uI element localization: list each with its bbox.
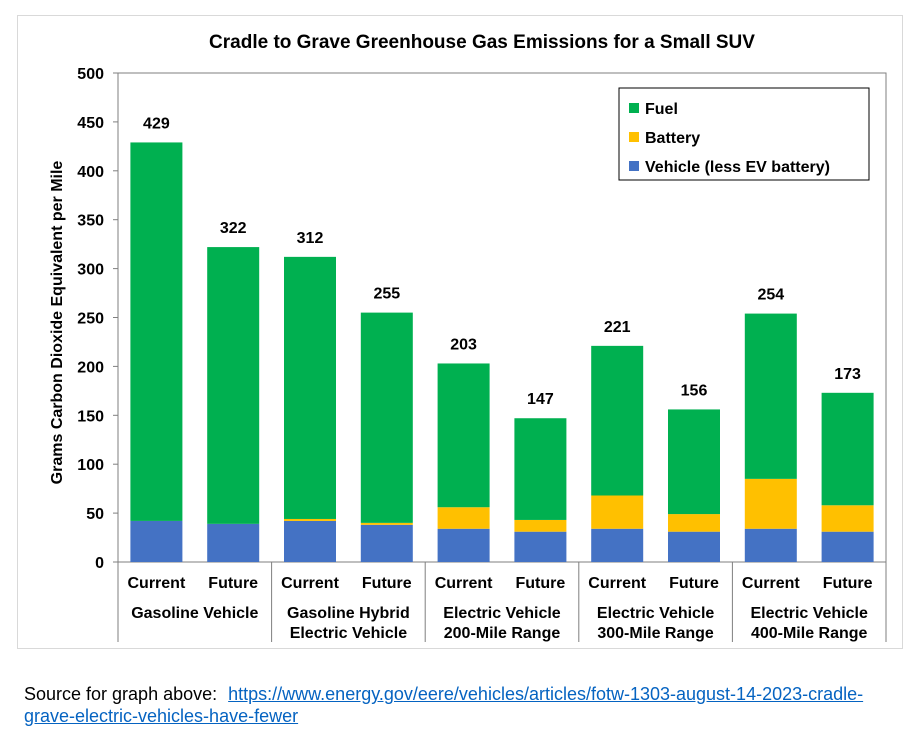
- bar-segment-vehicle-less-ev-battery: [821, 531, 874, 562]
- y-tick-label: 450: [77, 115, 104, 132]
- bar-segment-vehicle-less-ev-battery: [591, 528, 644, 562]
- data-label-total: 147: [527, 391, 554, 408]
- x-tick-label: Current: [128, 575, 186, 592]
- chart-svg: Cradle to Grave Greenhouse Gas Emissions…: [49, 32, 887, 642]
- legend-label: Fuel: [645, 101, 678, 118]
- bar-segment-battery: [821, 505, 874, 532]
- data-label-total: 173: [834, 366, 861, 383]
- group-label: 300-Mile Range: [597, 625, 714, 642]
- y-tick-label: 100: [77, 457, 104, 474]
- y-tick-label: 150: [77, 408, 104, 425]
- x-tick-label: Current: [281, 575, 339, 592]
- y-tick-label: 350: [77, 213, 104, 230]
- source-link[interactable]: https://www.energy.gov/eere/vehicles/art…: [24, 684, 864, 726]
- y-tick-label: 200: [77, 359, 104, 376]
- y-axis-label: Grams Carbon Dioxide Equivalent per Mile: [49, 161, 66, 485]
- data-label-total: 221: [604, 319, 631, 336]
- bar-segment-vehicle-less-ev-battery: [514, 531, 567, 562]
- group-label: Electric Vehicle: [443, 605, 561, 622]
- group-label: Electric Vehicle: [750, 605, 868, 622]
- y-tick-label: 400: [77, 164, 104, 181]
- group-label: 200-Mile Range: [444, 625, 561, 642]
- chart-frame: Cradle to Grave Greenhouse Gas Emissions…: [17, 15, 903, 649]
- bar-segment-vehicle-less-ev-battery: [744, 528, 797, 562]
- bar-segment-fuel: [437, 363, 490, 508]
- source-prefix: Source for graph above:: [24, 684, 218, 704]
- data-label-total: 156: [681, 382, 708, 399]
- bar-segment-vehicle-less-ev-battery: [130, 520, 183, 562]
- bar-segment-vehicle-less-ev-battery: [284, 520, 336, 562]
- bar-segment-fuel: [821, 392, 874, 506]
- legend-label: Vehicle (less EV battery): [645, 159, 830, 176]
- data-label-total: 312: [297, 230, 324, 247]
- bar-segment-fuel: [207, 247, 260, 524]
- y-tick-label: 0: [95, 555, 104, 572]
- bar-segment-battery: [514, 519, 567, 532]
- group-label: Electric Vehicle: [597, 605, 715, 622]
- bar-segment-battery: [668, 514, 720, 532]
- bar-segment-fuel: [284, 256, 336, 519]
- bar-segment-battery: [284, 518, 336, 521]
- group-label: Electric Vehicle: [290, 625, 408, 642]
- x-tick-label: Future: [516, 575, 566, 592]
- bar-segment-fuel: [514, 418, 567, 520]
- data-label-total: 429: [143, 115, 170, 132]
- legend-swatch: [629, 132, 639, 142]
- bar-segment-battery: [744, 478, 797, 529]
- bar-segment-fuel: [130, 142, 183, 521]
- x-tick-label: Future: [823, 575, 873, 592]
- data-label-total: 203: [450, 336, 477, 353]
- x-tick-label: Current: [588, 575, 646, 592]
- y-tick-label: 50: [86, 506, 104, 523]
- bar-segment-vehicle-less-ev-battery: [207, 523, 260, 562]
- data-label-total: 322: [220, 220, 247, 237]
- x-tick-label: Current: [435, 575, 493, 592]
- group-label: Gasoline Vehicle: [131, 605, 258, 622]
- x-tick-label: Future: [362, 575, 412, 592]
- legend-label: Battery: [645, 130, 700, 147]
- y-tick-label: 250: [77, 311, 104, 328]
- chart-title: Cradle to Grave Greenhouse Gas Emissions…: [209, 32, 755, 53]
- bar-segment-fuel: [744, 313, 797, 479]
- data-label-total: 254: [757, 287, 784, 304]
- x-tick-label: Future: [669, 575, 719, 592]
- legend-swatch: [629, 161, 639, 171]
- data-label-total: 255: [373, 286, 400, 303]
- x-tick-label: Future: [208, 575, 258, 592]
- bar-segment-battery: [591, 495, 644, 529]
- legend-box: [618, 87, 870, 181]
- bar-segment-fuel: [668, 409, 720, 515]
- y-tick-label: 500: [77, 66, 104, 83]
- group-label: Gasoline Hybrid: [287, 605, 410, 622]
- legend-swatch: [629, 103, 639, 113]
- bar-segment-vehicle-less-ev-battery: [668, 531, 720, 562]
- bar-segment-vehicle-less-ev-battery: [437, 528, 490, 562]
- bar-segment-battery: [437, 507, 490, 529]
- x-tick-label: Current: [742, 575, 800, 592]
- bar-segment-battery: [360, 522, 413, 525]
- bar-segment-fuel: [591, 345, 644, 496]
- source-note: Source for graph above: https://www.ener…: [24, 683, 894, 727]
- bar-segment-vehicle-less-ev-battery: [360, 524, 413, 562]
- group-label: 400-Mile Range: [751, 625, 868, 642]
- bar-segment-fuel: [360, 312, 413, 523]
- y-tick-label: 300: [77, 262, 104, 279]
